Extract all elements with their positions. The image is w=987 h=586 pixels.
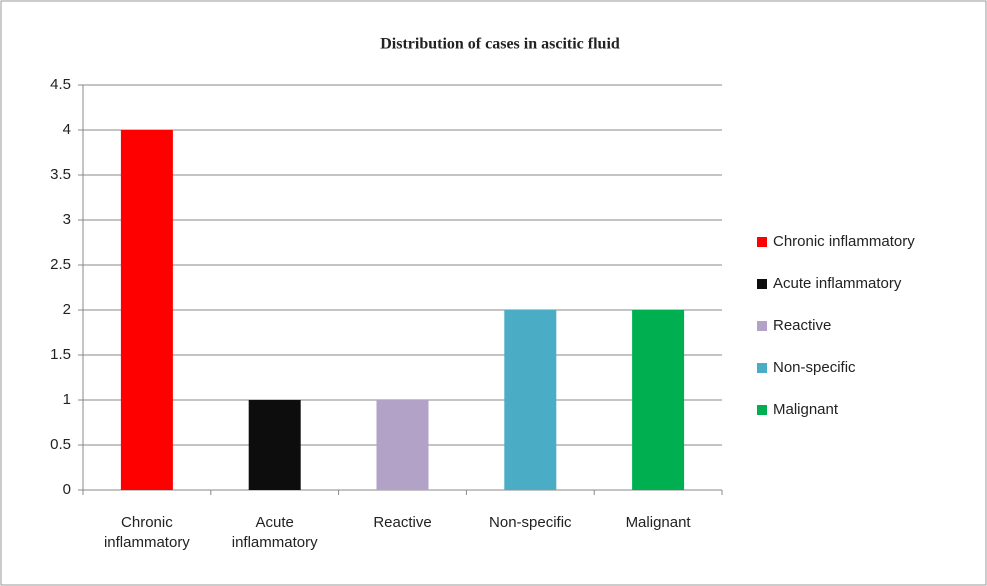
y-tick-label: 4.5	[50, 76, 71, 93]
y-tick-label: 4	[63, 121, 71, 138]
y-tick-label: 3.5	[50, 166, 71, 183]
bar	[120, 130, 173, 490]
y-tick-label: 1.5	[50, 346, 71, 363]
y-tick-label: 2	[63, 301, 71, 318]
bar	[376, 400, 429, 490]
x-tick-label: Chronic inflammatory	[103, 514, 190, 551]
legend-swatch	[757, 321, 767, 331]
y-tick-label: 1	[63, 391, 71, 408]
legend-label: Acute inflammatory	[773, 275, 902, 292]
x-tick-label: Reactive	[373, 514, 432, 531]
legend-swatch	[757, 405, 767, 415]
y-tick-label: 0.5	[50, 436, 71, 453]
y-tick-label: 0	[63, 481, 71, 498]
legend-label: Non-specific	[773, 359, 856, 376]
legend-swatch	[757, 363, 767, 373]
chart-title: Distribution of cases in ascitic fluid	[380, 36, 620, 53]
legend-label: Malignant	[773, 401, 839, 418]
legend-label: Reactive	[773, 317, 831, 334]
legend-swatch	[757, 237, 767, 247]
legend-label: Chronic inflammatory	[773, 233, 915, 250]
x-tick-label: Malignant	[625, 514, 691, 531]
bar	[248, 400, 301, 490]
y-tick-label: 3	[63, 211, 71, 228]
x-tick-label: Acute inflammatory	[231, 514, 318, 551]
bar	[504, 310, 557, 490]
legend-swatch	[757, 279, 767, 289]
bar	[632, 310, 685, 490]
x-tick-label: Non-specific	[489, 514, 572, 531]
y-tick-label: 2.5	[50, 256, 71, 273]
